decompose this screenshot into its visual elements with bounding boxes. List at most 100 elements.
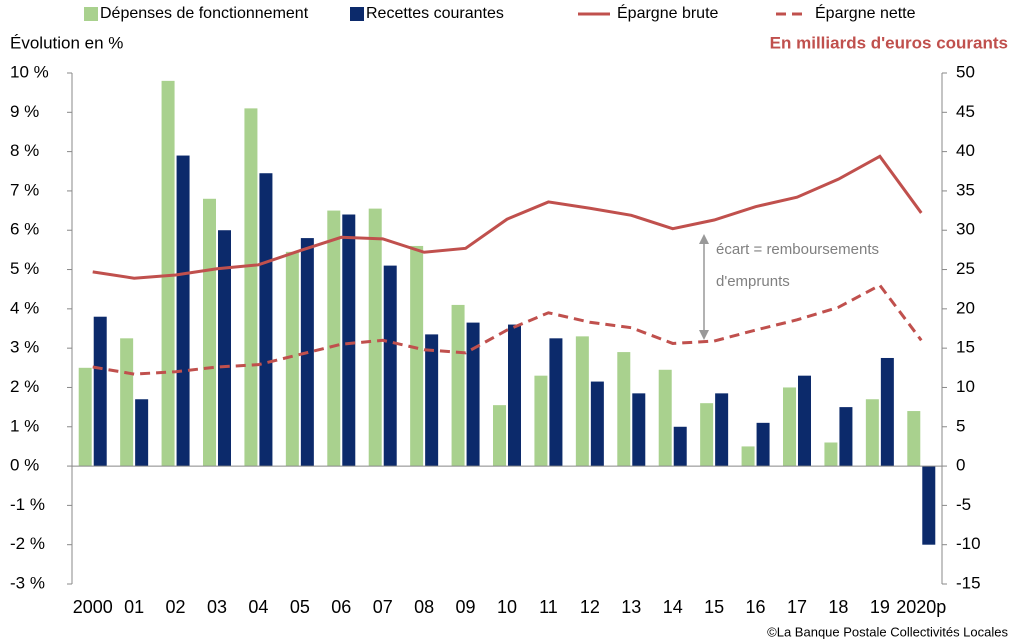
y-tick-label: 1 % (10, 416, 39, 435)
y2-tick-label: 45 (956, 102, 975, 121)
x-tick-label: 15 (704, 597, 724, 617)
bar (410, 245, 424, 467)
x-tick-label: 13 (621, 597, 641, 617)
bar (617, 352, 631, 467)
legend-label: Recettes courantes (366, 5, 504, 22)
legend-swatch (84, 7, 98, 21)
bar (824, 442, 838, 467)
bar (865, 399, 879, 467)
bar (715, 393, 729, 467)
source: ©La Banque Postale Collectivités Locales (767, 624, 1008, 639)
bar (839, 407, 853, 467)
y2-tick-label: 50 (956, 62, 975, 81)
x-tick-label: 06 (331, 597, 351, 617)
bar (756, 422, 770, 467)
x-tick-label: 05 (290, 597, 310, 617)
x-tick-label: 2000 (73, 597, 113, 617)
bar (259, 173, 273, 467)
legend-label: Épargne nette (815, 3, 916, 22)
bar (176, 155, 190, 467)
x-tick-label: 14 (663, 597, 683, 617)
bar (658, 369, 672, 467)
bar (203, 198, 216, 467)
bar (244, 108, 258, 467)
y-tick-label: 9 % (10, 102, 39, 121)
bar (590, 381, 604, 467)
x-tick-label: 19 (870, 597, 890, 617)
bar (383, 265, 397, 467)
line (92, 154, 923, 280)
bar (700, 403, 714, 467)
x-tick-label: 18 (828, 597, 848, 617)
y2-tick-label: 10 (956, 377, 975, 396)
bar (135, 399, 149, 467)
x-tick-label: 02 (166, 597, 186, 617)
y2-tick-label: 20 (956, 298, 975, 317)
x-tick-label: 10 (497, 597, 517, 617)
x-tick-label: 17 (787, 597, 807, 617)
x-tick-label: 2020p (896, 597, 946, 617)
bar (451, 304, 465, 467)
bar (632, 393, 646, 467)
bar (907, 411, 921, 467)
y-tick-label: 0 % (10, 456, 39, 475)
bar (342, 214, 356, 467)
y2-tick-label: 15 (956, 338, 975, 357)
bar (425, 334, 439, 467)
y2-tick-label: 30 (956, 220, 975, 239)
x-tick-label: 16 (746, 597, 766, 617)
x-tick-label: 08 (414, 597, 434, 617)
bar (783, 387, 796, 467)
y2-tick-label: 35 (956, 180, 975, 199)
x-tick-label: 11 (539, 597, 558, 617)
x-tick-label: 12 (580, 597, 600, 617)
annotation-arrow (699, 234, 709, 340)
bar (161, 80, 175, 467)
y-tick-label: 10 % (10, 62, 49, 81)
bar (368, 208, 382, 467)
bar (93, 316, 107, 467)
bar (741, 446, 755, 467)
y2-tick-label: -10 (956, 534, 981, 553)
bar (575, 336, 589, 467)
bar (534, 375, 548, 467)
bar (466, 322, 480, 467)
y2-axis-title: En milliards d'euros courants (770, 33, 1008, 52)
x-tick-label: 01 (124, 597, 144, 617)
bar (508, 324, 521, 467)
y2-tick-label: 40 (956, 141, 975, 160)
y-tick-label: -2 % (10, 534, 45, 553)
bar (327, 210, 341, 467)
y-tick-label: 5 % (10, 259, 39, 278)
y2-tick-label: 5 (956, 416, 965, 435)
x-tick-label: 09 (456, 597, 476, 617)
legend-label: Épargne brute (617, 3, 719, 22)
x-tick-label: 03 (207, 597, 227, 617)
annotation: d'emprunts (716, 273, 790, 290)
bar (218, 230, 231, 467)
line (92, 283, 923, 376)
y-tick-label: 8 % (10, 141, 39, 160)
y-tick-label: 2 % (10, 377, 39, 396)
legend-label: Dépenses de fonctionnement (100, 5, 309, 22)
y-tick-label: -3 % (10, 573, 45, 592)
bar (549, 338, 563, 467)
y2-tick-label: 25 (956, 259, 975, 278)
y-axis-title: Évolution en % (10, 33, 123, 52)
bar (880, 357, 894, 467)
y-tick-label: 3 % (10, 338, 39, 357)
y-tick-label: 4 % (10, 298, 39, 317)
y2-tick-label: -15 (956, 573, 981, 592)
bar (798, 375, 811, 467)
bar (78, 367, 92, 467)
bar (922, 466, 936, 545)
y2-tick-label: -5 (956, 495, 971, 514)
y-tick-label: 7 % (10, 180, 39, 199)
annotation: écart = remboursements (716, 241, 879, 258)
legend-swatch (350, 7, 364, 21)
x-tick-label: 07 (373, 597, 393, 617)
bar (673, 426, 687, 467)
bar (285, 251, 299, 467)
y-tick-label: 6 % (10, 220, 39, 239)
